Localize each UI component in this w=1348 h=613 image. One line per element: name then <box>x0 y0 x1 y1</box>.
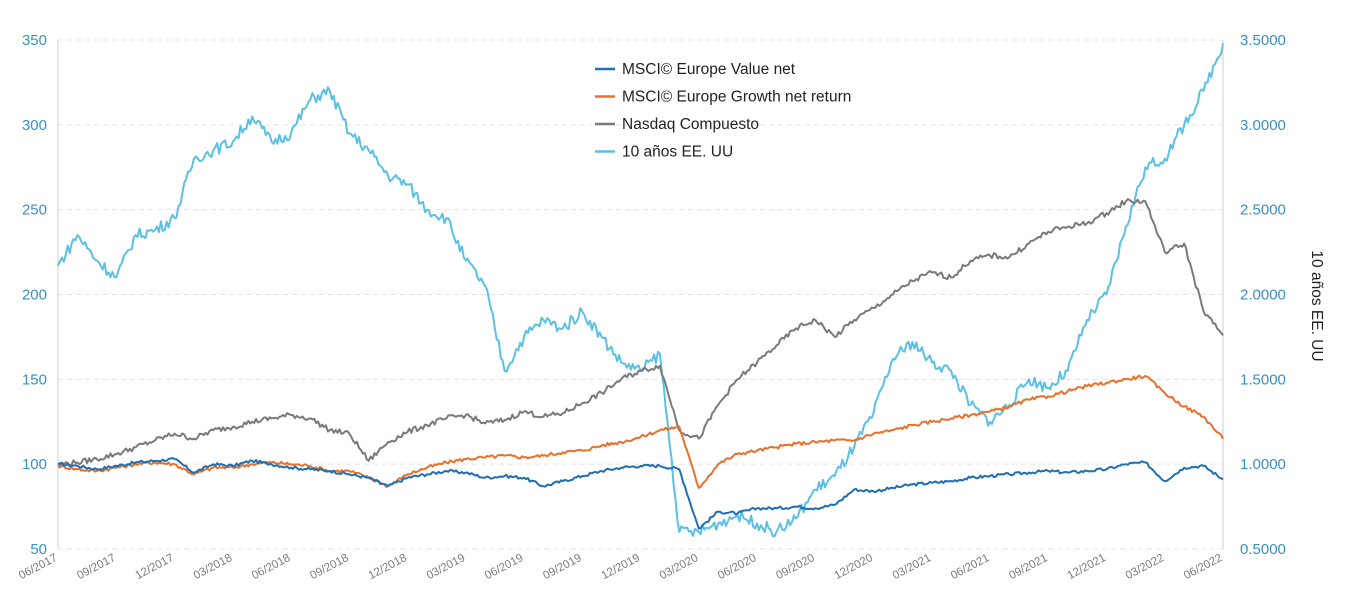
x-tick-label: 03/2021 <box>891 552 933 582</box>
x-tick-label: 06/2019 <box>483 552 525 582</box>
left-tick-label: 100 <box>22 456 47 473</box>
x-tick-label: 09/2018 <box>308 552 350 582</box>
series-line-nasdaq <box>57 198 1224 467</box>
x-tick-label: 06/2022 <box>1182 552 1224 582</box>
x-tick-label: 03/2020 <box>658 552 700 582</box>
legend-label: 10 años EE. UU <box>622 144 733 161</box>
left-tick-label: 50 <box>30 541 47 558</box>
x-tick-label: 03/2018 <box>192 552 234 582</box>
series-line-value <box>57 457 1224 530</box>
series-line-growth <box>57 374 1224 489</box>
x-tick-label: 06/2021 <box>949 552 991 582</box>
x-tick-label: 03/2019 <box>425 552 467 582</box>
legend-label: MSCI© Europe Growth net return <box>622 89 851 106</box>
right-axis-ticks: 3.5000 3.0000 2.5000 2.0000 1.5000 1.0000 0.50… <box>1240 32 1286 558</box>
legend: MSCI© Europe Value net MSCI© Europe Growt… <box>595 61 851 161</box>
left-axis-ticks: 350 300 250 200 150 100 50 <box>22 32 47 558</box>
x-tick-label: 09/2020 <box>774 552 816 582</box>
left-tick-label: 300 <box>22 117 47 134</box>
right-tick-label: 0.5000 <box>1240 541 1286 558</box>
legend-label: Nasdaq Compuesto <box>622 116 759 133</box>
x-tick-label: 12/2019 <box>600 552 642 582</box>
right-axis-title: 10 años EE. UU <box>1308 250 1325 361</box>
series-lines <box>57 43 1224 538</box>
x-tick-label: 09/2021 <box>1007 552 1049 582</box>
right-tick-label: 2.5000 <box>1240 202 1286 219</box>
x-tick-label: 09/2017 <box>75 552 117 582</box>
right-tick-label: 2.0000 <box>1240 287 1286 304</box>
x-tick-label: 06/2018 <box>250 552 292 582</box>
left-tick-label: 150 <box>22 371 47 388</box>
x-tick-label: 12/2017 <box>134 552 176 582</box>
left-tick-label: 350 <box>22 32 47 49</box>
left-tick-label: 250 <box>22 202 47 219</box>
x-tick-label: 09/2019 <box>541 552 583 582</box>
right-tick-label: 1.5000 <box>1240 371 1286 388</box>
right-tick-label: 3.0000 <box>1240 117 1286 134</box>
right-tick-label: 3.5000 <box>1240 32 1286 49</box>
x-tick-label: 03/2022 <box>1124 552 1166 582</box>
x-tick-label: 12/2020 <box>833 552 875 582</box>
legend-label: MSCI© Europe Value net <box>622 61 796 78</box>
x-tick-label: 12/2018 <box>367 552 409 582</box>
x-tick-label: 12/2021 <box>1066 552 1108 582</box>
x-axis-ticks: 06/2017 09/2017 12/2017 03/2018 06/2018 09/20… <box>17 552 1224 582</box>
right-tick-label: 1.0000 <box>1240 456 1286 473</box>
left-tick-label: 200 <box>22 287 47 304</box>
x-tick-label: 06/2020 <box>716 552 758 582</box>
